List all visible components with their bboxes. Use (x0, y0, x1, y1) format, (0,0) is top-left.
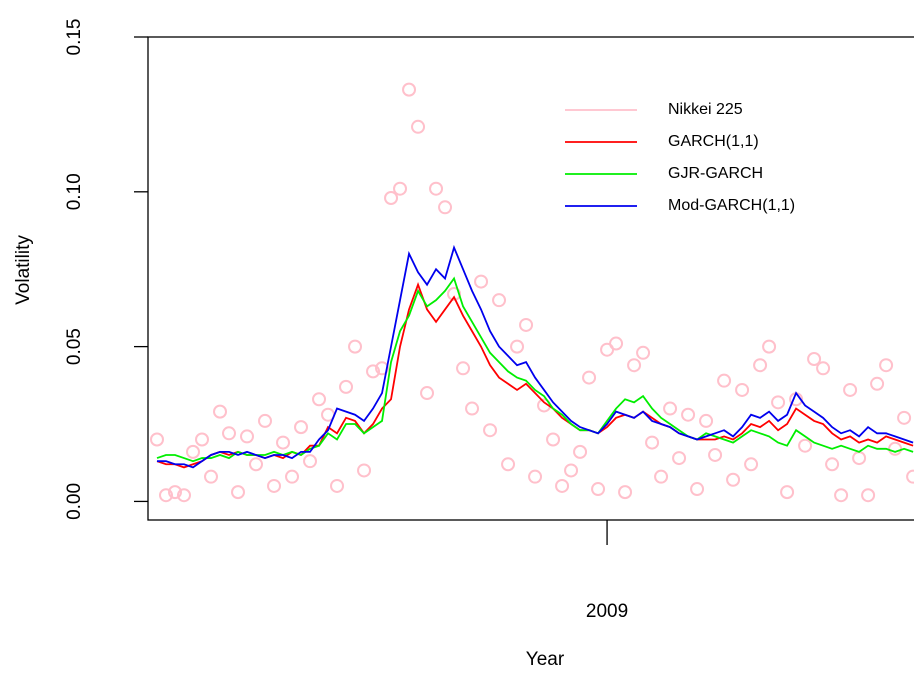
data-point (456, 361, 471, 376)
data-point (618, 485, 633, 500)
data-point (312, 392, 327, 407)
data-point (645, 435, 660, 450)
data-point (276, 435, 291, 450)
data-point (663, 401, 678, 416)
data-point (402, 82, 417, 97)
data-point (555, 478, 570, 493)
data-point (825, 457, 840, 472)
data-point (168, 485, 183, 500)
data-point (393, 181, 408, 196)
x-axis-label: Year (526, 649, 565, 670)
data-point (717, 373, 732, 388)
data-point (492, 293, 507, 308)
legend-label: GJR-GARCH (668, 165, 763, 182)
y-tick-label: 0.15 (64, 19, 85, 56)
legend-label: Mod-GARCH(1,1) (668, 197, 795, 214)
data-point (330, 478, 345, 493)
data-point (546, 432, 561, 447)
data-point (744, 457, 759, 472)
data-point (672, 451, 687, 466)
series-line (156, 282, 914, 469)
data-point (771, 395, 786, 410)
data-point (816, 361, 831, 376)
data-point (528, 469, 543, 484)
data-point (258, 413, 273, 428)
data-point (177, 488, 192, 503)
data-point (411, 119, 426, 134)
data-point (726, 472, 741, 487)
data-point (465, 401, 480, 416)
y-tick-label: 0.05 (64, 328, 85, 365)
data-point (582, 370, 597, 385)
data-point (375, 361, 390, 376)
data-point (762, 339, 777, 354)
data-point (573, 444, 588, 459)
series-line (157, 244, 914, 469)
data-point (843, 382, 858, 397)
data-point (708, 447, 723, 462)
data-point (294, 420, 309, 435)
data-point (681, 407, 696, 422)
series-line (156, 276, 914, 463)
data-point (627, 358, 642, 373)
data-point (195, 432, 210, 447)
data-point (231, 485, 246, 500)
data-point (753, 358, 768, 373)
data-point (348, 339, 363, 354)
data-point (906, 469, 914, 484)
data-point (654, 469, 669, 484)
plot-frame (147, 36, 914, 521)
data-point (447, 286, 462, 301)
data-point (609, 336, 624, 351)
data-point (897, 410, 912, 425)
data-point (483, 423, 498, 438)
data-point (636, 345, 651, 360)
data-point (870, 376, 885, 391)
x-tick-label: 2009 (586, 601, 628, 622)
data-point (798, 438, 813, 453)
data-point (519, 317, 534, 332)
data-point (474, 274, 489, 289)
y-tick-label: 0.10 (64, 173, 85, 210)
data-point (357, 463, 372, 478)
data-point (249, 457, 264, 472)
data-point (879, 358, 894, 373)
y-axis-label: Volatility (13, 235, 34, 305)
data-point (429, 181, 444, 196)
data-point (204, 469, 219, 484)
data-point (222, 426, 237, 441)
data-point (564, 463, 579, 478)
legend-label: GARCH(1,1) (668, 133, 759, 150)
data-point (339, 379, 354, 394)
data-point (420, 386, 435, 401)
data-point (834, 488, 849, 503)
legend-label: Nikkei 225 (668, 101, 743, 118)
data-point (699, 413, 714, 428)
data-point (186, 444, 201, 459)
data-point (384, 191, 399, 205)
data-point (888, 441, 903, 456)
data-point (852, 451, 867, 466)
data-point (438, 200, 453, 215)
data-point (366, 364, 381, 379)
data-point (150, 432, 165, 447)
data-point (735, 382, 750, 397)
data-point (807, 352, 822, 366)
data-point (285, 469, 300, 484)
data-point (591, 482, 606, 497)
data-point (501, 457, 516, 472)
data-point (267, 478, 282, 493)
data-point (213, 404, 228, 419)
data-point (690, 482, 705, 497)
data-point (861, 488, 876, 503)
data-point (510, 339, 525, 354)
data-point (303, 454, 318, 469)
y-tick-label: 0.00 (64, 483, 85, 520)
data-point (159, 488, 174, 503)
data-point (780, 485, 795, 500)
data-point (240, 429, 255, 444)
